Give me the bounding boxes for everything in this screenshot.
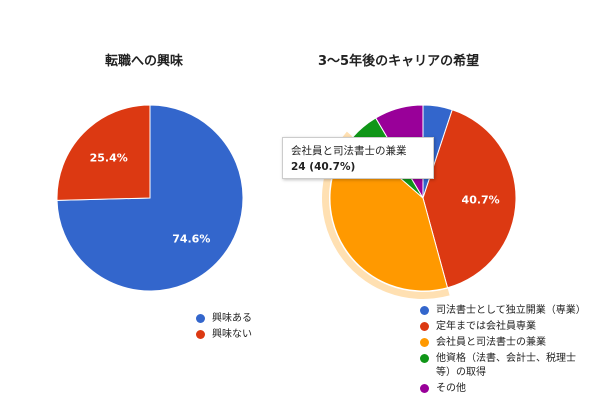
pie-slice[interactable] bbox=[56, 104, 151, 201]
legend-swatch bbox=[420, 322, 429, 331]
tooltip-value: 24 (40.7%) bbox=[291, 161, 356, 173]
slice-data-label: 40.7% bbox=[462, 194, 500, 207]
pie-slice[interactable] bbox=[422, 109, 517, 289]
legend-label: 興味ある bbox=[212, 313, 252, 324]
legend-swatch bbox=[196, 330, 205, 339]
legend-swatch bbox=[420, 384, 429, 393]
pie-interest: 74.6% 25.4% bbox=[56, 104, 244, 292]
legend-swatch bbox=[420, 354, 429, 363]
legend-interest: 興味ある 興味ない bbox=[196, 312, 252, 344]
legend-item[interactable]: 定年までは会社員専業 bbox=[420, 320, 590, 334]
legend-item[interactable]: 会社員と司法書士の兼業 bbox=[420, 336, 590, 350]
tooltip-label: 会社員と司法書士の兼業 bbox=[291, 145, 407, 157]
legend-swatch bbox=[196, 314, 205, 323]
slice-data-label: 25.4% bbox=[90, 152, 128, 165]
legend-label: その他 bbox=[436, 383, 466, 394]
legend-item[interactable]: 他資格（法書、会計士、税理士等）の取得 bbox=[420, 352, 590, 380]
legend-label: 司法書士として独立開業（専業） bbox=[436, 305, 586, 316]
chart-title-career: 3～5年後のキャリアの希望 bbox=[318, 54, 480, 69]
legend-item[interactable]: 興味ない bbox=[196, 328, 252, 342]
pie-career: 40.7%8.5% bbox=[322, 104, 517, 299]
legend-item[interactable]: 興味ある bbox=[196, 312, 252, 326]
legend-label: 興味ない bbox=[212, 329, 252, 340]
chart-title-interest: 転職への興味 bbox=[105, 54, 184, 69]
legend-career: 司法書士として独立開業（専業） 定年までは会社員専業 会社員と司法書士の兼業他資格（… bbox=[420, 304, 590, 398]
legend-swatch bbox=[420, 306, 429, 315]
legend-label: 会社員と司法書士の兼業 bbox=[436, 337, 546, 348]
slice-data-label: 74.6% bbox=[172, 232, 210, 245]
slice-tooltip: 会社員と司法書士の兼業 24 (40.7%) bbox=[282, 137, 434, 179]
pie-slice[interactable] bbox=[56, 104, 244, 292]
legend-item[interactable]: その他 bbox=[420, 382, 590, 396]
legend-swatch bbox=[420, 338, 429, 347]
legend-item[interactable]: 司法書士として独立開業（専業） bbox=[420, 304, 590, 318]
legend-label: 定年までは会社員専業 bbox=[436, 321, 536, 332]
legend-label: 他資格（法書、会計士、税理士等）の取得 bbox=[436, 353, 576, 378]
